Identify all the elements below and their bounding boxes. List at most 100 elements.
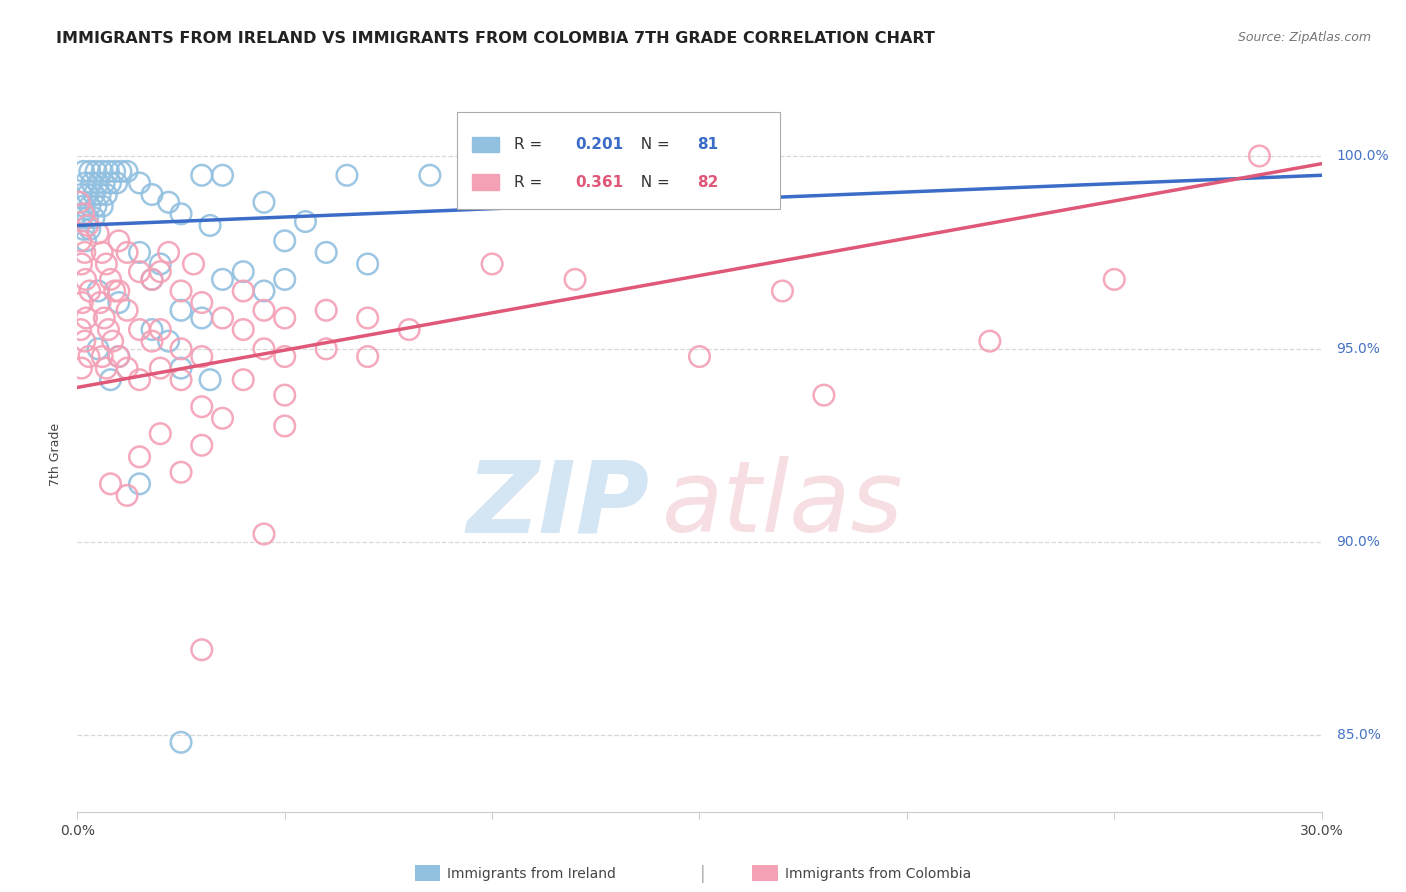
Text: Immigrants from Colombia: Immigrants from Colombia [785,867,970,881]
Point [89,295,111,310]
Point [141,187,163,202]
Text: ZIP: ZIP [467,457,650,553]
Point [91,199,114,213]
Point [72,295,94,310]
Point [274,234,297,248]
Point [141,322,163,336]
Point [115,488,138,502]
Point [101,334,124,348]
Point [211,411,233,425]
Point [170,207,193,221]
Point [813,388,835,402]
Point [69,234,91,248]
Point [105,176,128,190]
Point [70,187,93,202]
Text: N =: N = [631,175,675,190]
Point [83,211,105,225]
Point [87,342,110,356]
Text: 100.0%: 100.0% [1337,149,1389,163]
Point [274,388,297,402]
Point [75,176,97,190]
Point [70,211,93,225]
Point [232,373,254,387]
Point [73,334,96,348]
Point [170,284,193,298]
Point [76,219,98,233]
Point [232,265,254,279]
Point [108,295,129,310]
Text: Source: ZipAtlas.com: Source: ZipAtlas.com [1237,31,1371,45]
Point [149,322,172,336]
Text: R =: R = [515,137,547,152]
Point [274,419,297,434]
Point [253,527,276,541]
Text: Immigrants from Ireland: Immigrants from Ireland [447,867,616,881]
Text: IMMIGRANTS FROM IRELAND VS IMMIGRANTS FROM COLOMBIA 7TH GRADE CORRELATION CHART: IMMIGRANTS FROM IRELAND VS IMMIGRANTS FR… [56,31,935,46]
Point [253,195,276,210]
Point [115,245,138,260]
Point [108,234,129,248]
Point [481,257,503,271]
Point [91,245,114,260]
Point [253,284,276,298]
Text: 90.0%: 90.0% [1337,534,1381,549]
Point [647,168,669,182]
Point [128,265,150,279]
Point [1104,272,1126,286]
Point [73,245,96,260]
Point [93,176,115,190]
Point [80,176,103,190]
Point [72,164,94,178]
Bar [457,112,780,209]
Point [128,245,150,260]
Point [96,187,118,202]
Point [79,199,101,213]
Point [141,334,163,348]
Point [89,187,111,202]
Point [141,272,163,286]
Text: atlas: atlas [662,457,904,553]
Point [79,164,101,178]
Point [87,226,110,240]
Text: 0.361: 0.361 [575,175,623,190]
Point [149,265,172,279]
Text: 95.0%: 95.0% [1337,342,1381,356]
Point [191,295,214,310]
Text: 81: 81 [697,137,718,152]
Point [149,426,172,441]
Point [315,245,337,260]
Point [91,164,114,178]
Point [72,199,94,213]
Point [211,272,233,286]
Point [76,211,98,225]
Point [357,310,380,325]
Point [96,361,118,376]
Point [253,303,276,318]
Point [87,284,110,298]
Point [198,373,221,387]
Point [170,373,193,387]
Point [294,214,316,228]
Point [1249,149,1271,163]
Point [104,164,127,178]
Point [191,438,214,452]
Point [211,310,233,325]
Point [141,272,163,286]
Point [772,284,794,298]
Point [157,195,180,210]
Point [170,361,193,376]
Point [564,272,586,286]
Point [79,284,101,298]
Point [115,361,138,376]
Point [115,303,138,318]
Point [69,322,91,336]
Point [315,303,337,318]
Point [149,361,172,376]
Point [274,272,297,286]
Point [110,164,132,178]
Point [274,310,297,325]
Point [84,164,107,178]
Point [232,284,254,298]
Point [104,284,127,298]
Point [93,310,115,325]
